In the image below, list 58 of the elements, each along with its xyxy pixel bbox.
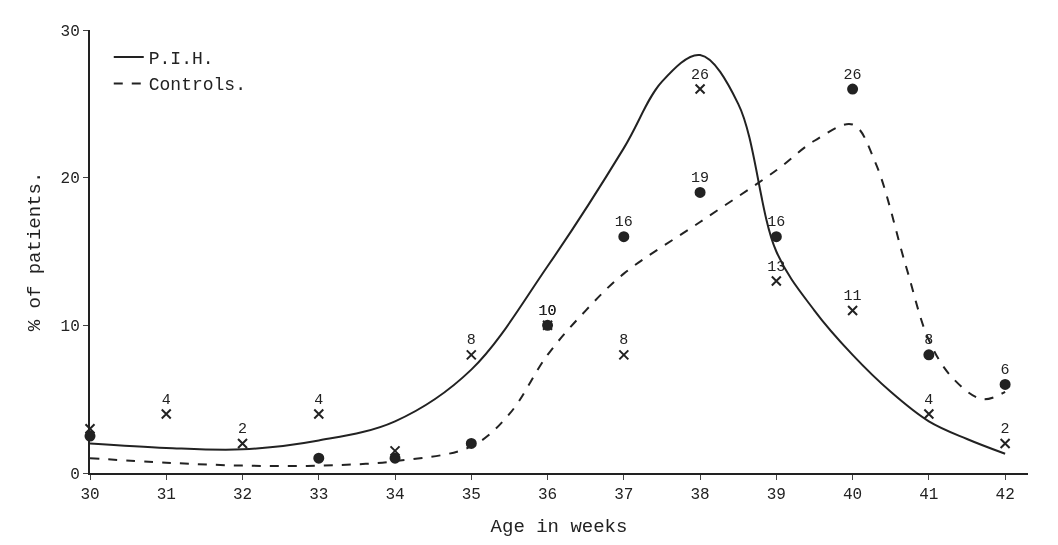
point — [770, 231, 782, 243]
legend-label: P.I.H. — [148, 49, 214, 70]
x-tick-label: 36 — [537, 486, 558, 505]
data-label: 26 — [843, 66, 862, 84]
point — [618, 349, 630, 361]
point — [389, 452, 401, 464]
data-label: 6 — [1000, 362, 1010, 380]
x-tick-label: 30 — [80, 486, 100, 505]
point — [770, 275, 782, 287]
point — [694, 83, 706, 95]
data-label: 16 — [614, 214, 633, 232]
y-tick-label: 0 — [70, 465, 80, 484]
data-label: 10 — [538, 302, 557, 320]
data-label: 11 — [843, 288, 862, 306]
legend-label: Controls. — [148, 75, 246, 96]
x-tick-label: 37 — [614, 486, 634, 505]
data-label: 26 — [691, 66, 710, 84]
point — [999, 378, 1011, 390]
point — [160, 408, 172, 420]
x-tick-label: 39 — [766, 486, 786, 505]
data-label: 4 — [161, 391, 171, 409]
point — [313, 452, 325, 464]
data-label: 16 — [767, 214, 786, 232]
y-tick-label: 20 — [60, 170, 80, 189]
point — [313, 408, 325, 420]
x-tick-label: 35 — [461, 486, 481, 505]
point — [237, 437, 249, 449]
x-tick-label: 40 — [843, 486, 863, 505]
point — [694, 186, 706, 198]
x-axis-title: Age in weeks — [490, 515, 628, 538]
x-tick-label: 41 — [919, 486, 939, 505]
point — [999, 437, 1011, 449]
x-tick-label: 32 — [232, 486, 253, 505]
data-label: 8 — [466, 332, 476, 350]
point — [465, 437, 477, 449]
data-label: 8 — [619, 332, 629, 350]
point — [618, 231, 630, 243]
data-label: 2 — [238, 421, 248, 439]
point — [847, 305, 859, 317]
point — [847, 83, 859, 95]
data-label: 19 — [691, 170, 710, 188]
y-axis-title: % of patients. — [23, 171, 46, 332]
point — [923, 408, 935, 420]
point — [465, 349, 477, 361]
x-tick-label: 34 — [385, 486, 405, 505]
data-label: 4 — [314, 391, 324, 409]
y-tick-label: 10 — [60, 317, 80, 336]
point — [389, 445, 401, 457]
point — [84, 423, 96, 435]
data-label: 2 — [1000, 421, 1010, 439]
data-label: 8 — [924, 332, 934, 350]
x-tick-label: 31 — [156, 486, 176, 505]
x-tick-label: 38 — [690, 486, 710, 505]
data-label: 4 — [924, 391, 934, 409]
y-tick-label: 30 — [60, 22, 80, 41]
x-tick-label: 33 — [309, 486, 329, 505]
point — [923, 349, 935, 361]
x-tick-label: 42 — [995, 486, 1015, 505]
